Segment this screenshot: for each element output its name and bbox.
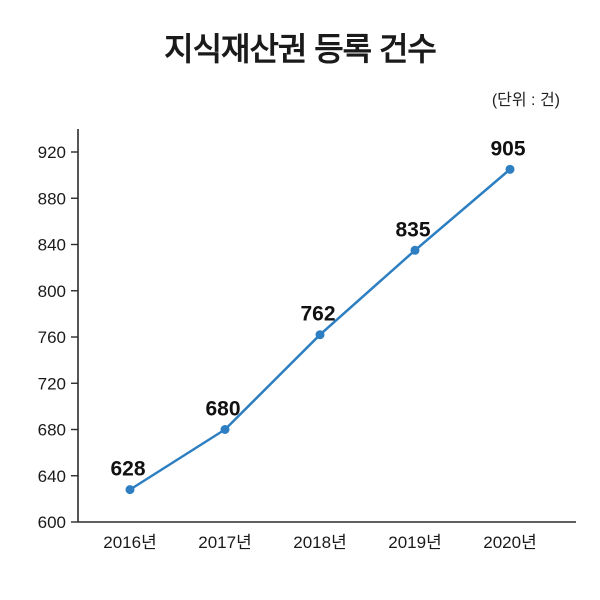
y-tick-label: 920 xyxy=(38,143,66,162)
line-chart: 600 640 680 720 760 800 840 880 920 2016년 2017년 201… xyxy=(38,129,576,552)
y-tick-label: 880 xyxy=(38,189,66,208)
data-label: 835 xyxy=(395,218,430,241)
y-tick-label: 800 xyxy=(38,282,66,301)
y-tick-label: 760 xyxy=(38,328,66,347)
data-label: 628 xyxy=(110,458,145,481)
y-tick-label: 720 xyxy=(38,374,66,393)
x-tick-label: 2020년 xyxy=(483,533,536,552)
y-tick-label: 680 xyxy=(38,421,66,440)
data-point xyxy=(125,485,135,495)
data-line xyxy=(128,168,512,491)
data-label: 905 xyxy=(490,137,525,160)
y-tick-label: 640 xyxy=(38,467,66,486)
data-label: 762 xyxy=(300,303,335,326)
x-tick-label: 2016년 xyxy=(103,533,156,552)
x-tick-label: 2018년 xyxy=(293,533,346,552)
data-point xyxy=(220,425,230,434)
chart-title: 지식재산권 등록 건수 xyxy=(164,31,437,67)
data-point xyxy=(410,245,420,255)
data-point xyxy=(505,164,515,174)
x-tick-label: 2019년 xyxy=(388,533,441,552)
data-label: 680 xyxy=(205,398,240,421)
unit-label: (단위 : 건) xyxy=(491,92,560,109)
chart-container: 600 640 680 720 760 800 840 880 920 2016년 2017년 201… xyxy=(0,114,600,579)
y-tick-label: 600 xyxy=(38,513,66,532)
data-point xyxy=(315,330,325,340)
x-tick-label: 2017년 xyxy=(198,533,251,552)
y-tick-label: 840 xyxy=(38,236,66,255)
